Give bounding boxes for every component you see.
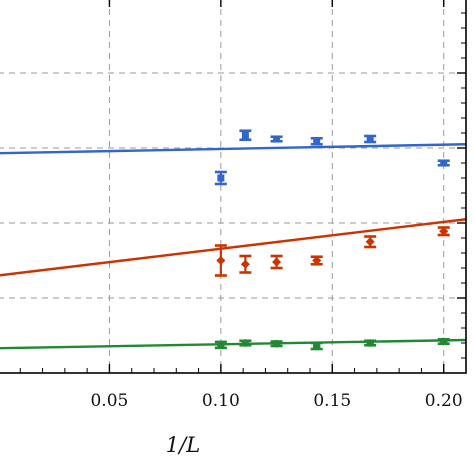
data-point xyxy=(270,254,283,270)
point-marker xyxy=(217,174,225,182)
x-axis-title: 1/L xyxy=(166,433,200,457)
point-marker xyxy=(440,159,448,167)
point-marker xyxy=(439,226,449,236)
plot-frame xyxy=(0,0,467,374)
data-point xyxy=(310,255,323,266)
data-point xyxy=(214,170,227,186)
point-marker xyxy=(439,337,448,346)
fit-lines xyxy=(0,143,467,350)
x-tick-label: 0.15 xyxy=(313,391,351,411)
data-point xyxy=(364,235,377,249)
data-point xyxy=(239,254,252,274)
data-point xyxy=(270,339,283,348)
data-point xyxy=(214,244,227,277)
point-marker xyxy=(241,131,249,139)
point-marker xyxy=(366,135,374,143)
point-marker xyxy=(312,256,322,265)
point-marker xyxy=(216,256,226,265)
data-point xyxy=(310,341,323,351)
data-point xyxy=(364,339,377,347)
data-point xyxy=(364,134,377,144)
point-marker xyxy=(312,342,321,350)
grid xyxy=(0,0,466,373)
x-tick-label: 0.05 xyxy=(90,391,128,411)
data-point xyxy=(437,337,450,346)
point-marker xyxy=(241,339,250,347)
axis-ticks xyxy=(19,0,466,373)
fit-line xyxy=(0,143,467,155)
point-marker xyxy=(272,339,281,348)
data-point xyxy=(310,136,323,146)
point-marker xyxy=(272,257,282,267)
point-marker xyxy=(273,135,281,143)
point-marker xyxy=(217,341,225,349)
data-point xyxy=(214,340,227,350)
point-marker xyxy=(240,259,250,269)
point-marker xyxy=(365,237,375,247)
point-marker xyxy=(313,137,321,145)
point-marker xyxy=(366,339,374,347)
data-point xyxy=(437,159,450,167)
x-tick-labels: 0.050.100.150.200.2 xyxy=(90,391,463,411)
x-tick-label: 0.20 xyxy=(425,391,463,411)
fit-line xyxy=(0,218,467,277)
data-point xyxy=(239,339,252,347)
fit-line xyxy=(0,338,467,350)
data-point xyxy=(270,135,283,143)
data-point xyxy=(437,226,450,237)
x-tick-label: 0.10 xyxy=(202,391,240,411)
data-points xyxy=(214,129,450,351)
data-point xyxy=(239,129,252,142)
